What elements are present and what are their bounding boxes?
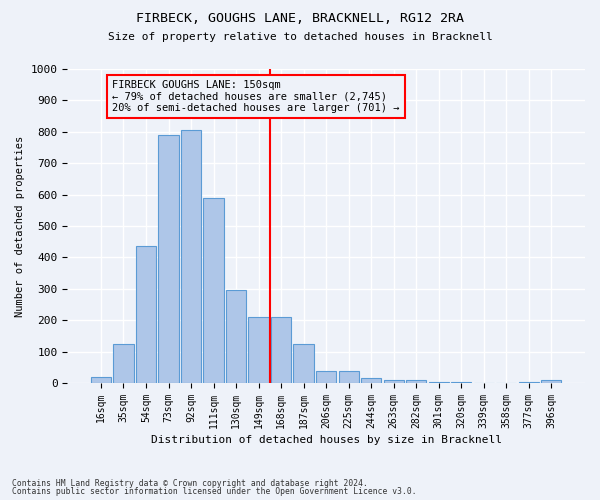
- Text: Contains HM Land Registry data © Crown copyright and database right 2024.: Contains HM Land Registry data © Crown c…: [12, 478, 368, 488]
- Text: Contains public sector information licensed under the Open Government Licence v3: Contains public sector information licen…: [12, 487, 416, 496]
- Bar: [428, 382, 449, 383]
- Bar: [316, 370, 336, 383]
- Bar: [136, 246, 156, 383]
- Bar: [248, 317, 269, 383]
- Bar: [361, 378, 382, 383]
- Text: Size of property relative to detached houses in Bracknell: Size of property relative to detached ho…: [107, 32, 493, 42]
- Bar: [451, 382, 472, 383]
- Bar: [383, 380, 404, 383]
- Text: FIRBECK, GOUGHS LANE, BRACKNELL, RG12 2RA: FIRBECK, GOUGHS LANE, BRACKNELL, RG12 2R…: [136, 12, 464, 26]
- Bar: [113, 344, 134, 383]
- Bar: [181, 130, 201, 383]
- Bar: [158, 135, 179, 383]
- Bar: [91, 377, 111, 383]
- X-axis label: Distribution of detached houses by size in Bracknell: Distribution of detached houses by size …: [151, 435, 502, 445]
- Bar: [203, 198, 224, 383]
- Bar: [271, 317, 291, 383]
- Bar: [518, 382, 539, 383]
- Y-axis label: Number of detached properties: Number of detached properties: [15, 136, 25, 316]
- Text: FIRBECK GOUGHS LANE: 150sqm
← 79% of detached houses are smaller (2,745)
20% of : FIRBECK GOUGHS LANE: 150sqm ← 79% of det…: [112, 80, 400, 113]
- Bar: [293, 344, 314, 383]
- Bar: [406, 380, 427, 383]
- Bar: [541, 380, 562, 383]
- Bar: [338, 370, 359, 383]
- Bar: [226, 290, 246, 383]
